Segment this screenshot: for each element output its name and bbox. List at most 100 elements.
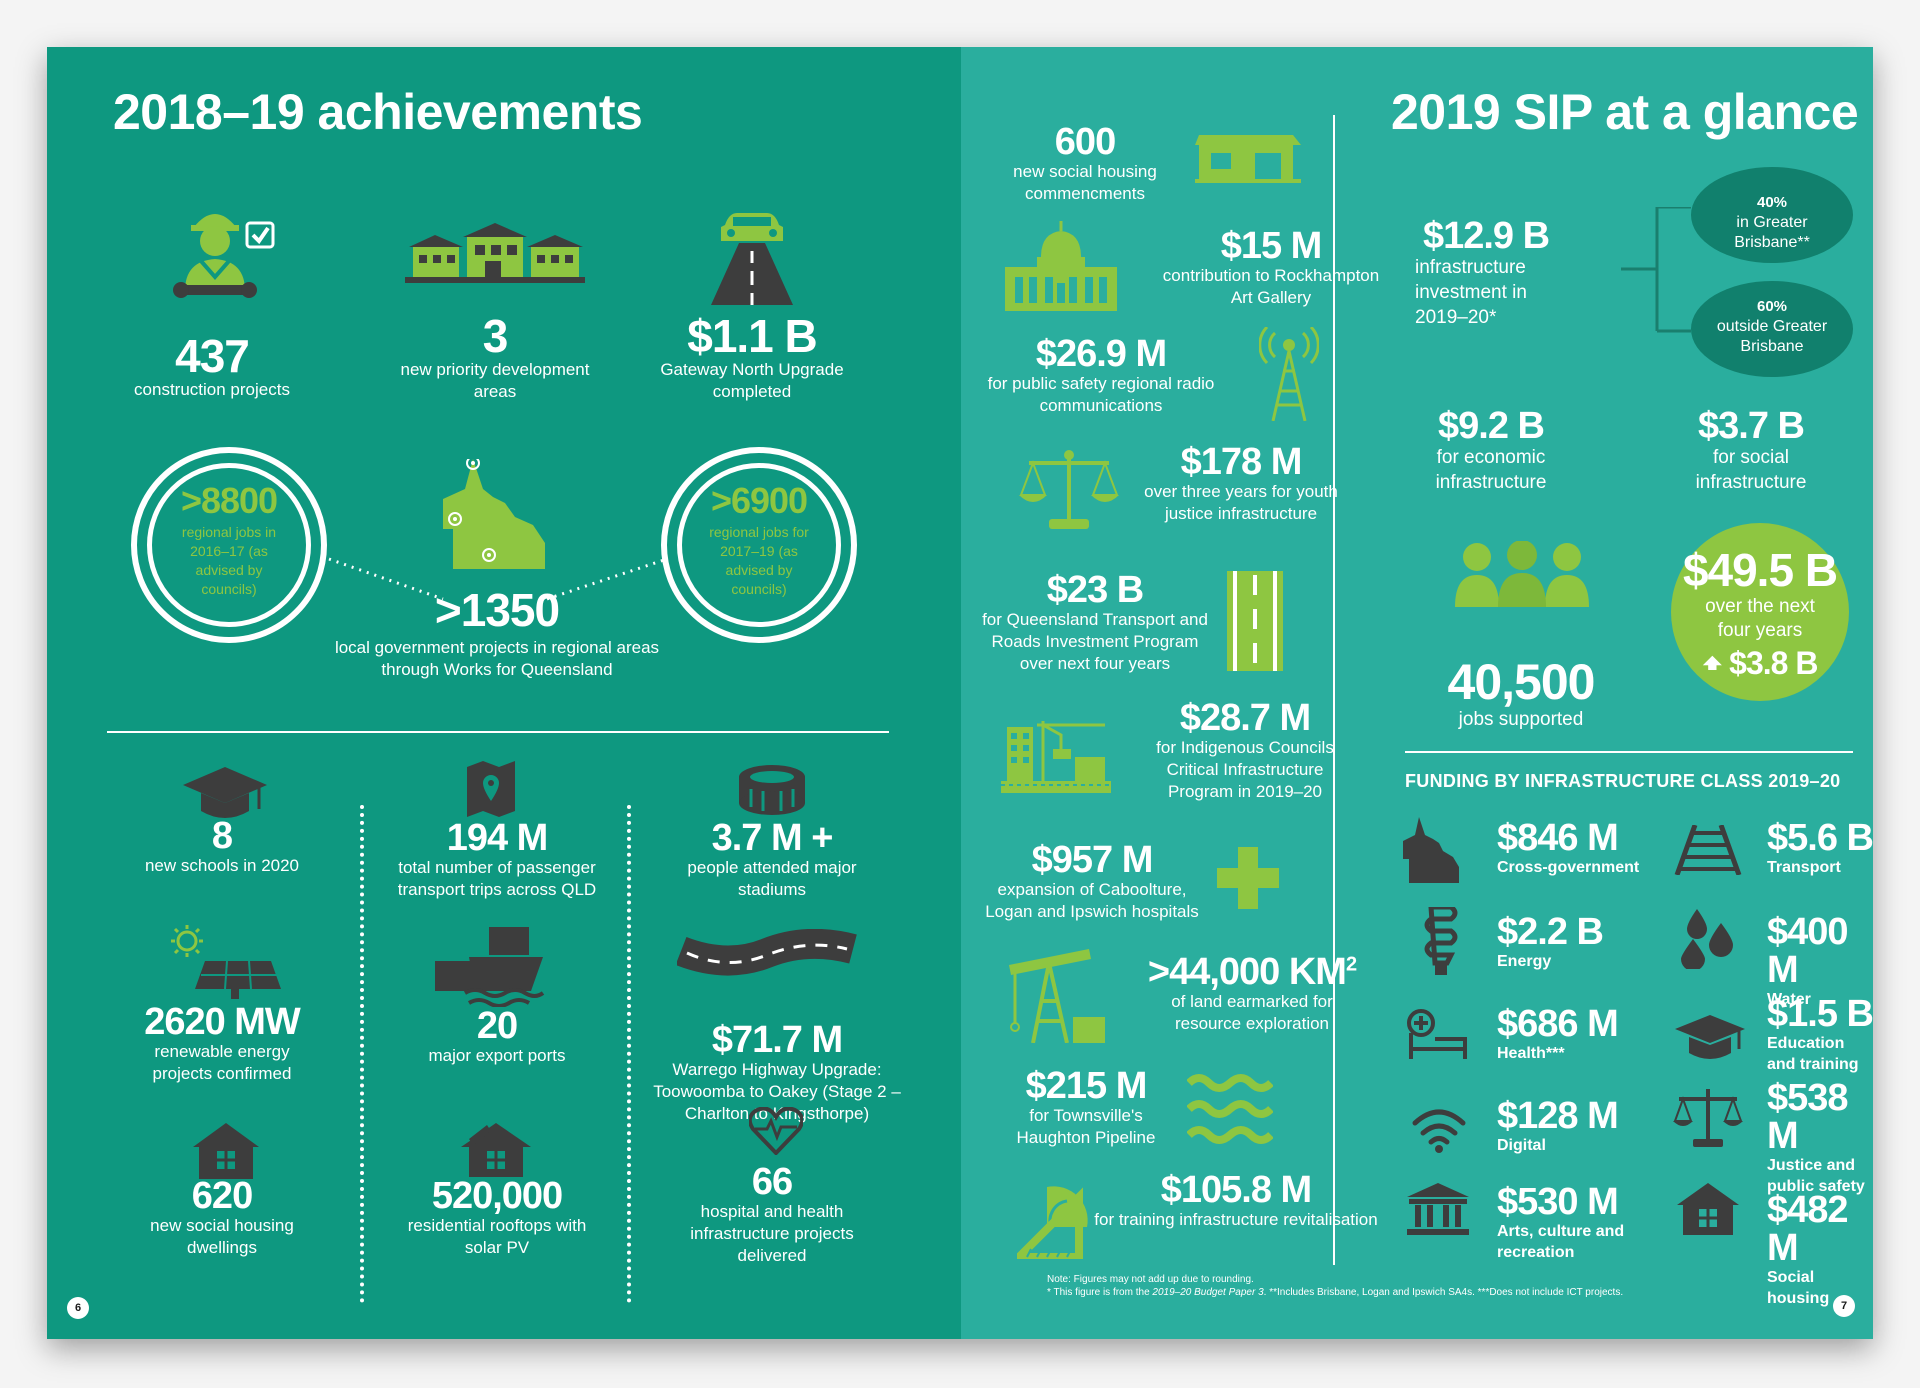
- mid-value-9: $105.8 M: [1160, 1169, 1312, 1211]
- column-divider-1: [360, 805, 364, 1303]
- funding-divider: [1405, 751, 1853, 753]
- graduation-cap-icon: [183, 765, 267, 828]
- right-page: 600 new social housing commencments $15 …: [961, 47, 1874, 1339]
- renewable-mw-value: 2620 MW: [144, 1001, 301, 1043]
- column-divider-2: [627, 805, 631, 1303]
- investment-label: infrastructure investment in 2019–20*: [1415, 257, 1527, 328]
- fund-amount-justice: $538 M: [1767, 1077, 1849, 1157]
- house-icon: [193, 1123, 259, 1184]
- fund-amount-transport: $5.6 B: [1767, 817, 1874, 859]
- mid-label-3: over three years for youth justice infra…: [1144, 482, 1338, 523]
- stat-gateway-value: $1.1 B: [687, 310, 818, 362]
- dotted-connectors: [328, 557, 668, 601]
- fund-label-health: Health***: [1497, 1045, 1565, 1062]
- glance-title: 2019 SIP at a glance: [1391, 84, 1859, 140]
- road-icon: [1227, 571, 1283, 676]
- jobs-value: 40,500: [1447, 654, 1596, 710]
- mid-label-1: contribution to Rockhampton Art Gallery: [1162, 266, 1380, 307]
- museum-icon: [1407, 1183, 1469, 1240]
- wfq-projects-label: local government projects in regional ar…: [334, 638, 660, 679]
- four-year-bubble: $49.5 B over the next four years 🠹 $3.8 …: [1671, 523, 1849, 701]
- mid-label-5: for Indigenous Councils Critical Infrast…: [1156, 738, 1334, 801]
- regional-jobs-2016-value: >8800: [180, 480, 278, 521]
- scales-icon: [1019, 447, 1119, 536]
- wifi-icon: [1411, 1107, 1467, 1158]
- footnote-sources-em: 2019–20 Budget Paper 3: [1152, 1287, 1264, 1298]
- solar-panel-icon: [165, 925, 285, 1004]
- set-square-icon: [1009, 1177, 1107, 1264]
- mid-label-8: for Townsville's Haughton Pipeline: [1016, 1106, 1156, 1147]
- warrego-value: $71.7 M: [711, 1019, 843, 1061]
- social-housing-icon: [1195, 131, 1301, 188]
- solar-house-icon: [461, 1117, 531, 1182]
- fund-label-transport: Transport: [1767, 859, 1841, 876]
- house-icon: [1677, 1183, 1739, 1240]
- mid-label-4: for Queensland Transport and Roads Inves…: [982, 610, 1208, 673]
- greater-brisbane-label: in Greater Brisbane**: [1734, 214, 1810, 251]
- section-divider: [107, 731, 889, 733]
- highway-icon: [675, 928, 857, 1004]
- fund-label-cross-government: Cross-government: [1497, 859, 1640, 876]
- new-schools-label: new schools in 2020: [144, 856, 300, 875]
- brochure-spread: 2018–19 achievements 437 construction pr…: [47, 47, 1874, 1339]
- light-bulb-icon: [1423, 904, 1459, 980]
- construction-icon: [1001, 719, 1111, 798]
- page-number-right: 7: [1833, 1295, 1855, 1317]
- mid-value-8: $215 M: [1025, 1065, 1148, 1107]
- map-pin-icon: [467, 761, 515, 822]
- houses-icon: [405, 223, 585, 290]
- left-page: 2018–19 achievements 437 construction pr…: [47, 47, 961, 1339]
- stat-pda-label: new priority development areas: [400, 360, 590, 401]
- fund-amount-digital: $128 M: [1497, 1095, 1619, 1137]
- split-bracket: [1621, 207, 1691, 333]
- jobs-label: jobs supported: [1458, 709, 1584, 730]
- fund-amount-cross-government: $846 M: [1497, 817, 1619, 859]
- mid-value-3: $178 M: [1180, 441, 1303, 483]
- queensland-map-icon: [443, 456, 553, 574]
- mid-value-6: $957 M: [1031, 839, 1154, 881]
- solar-rooftops-label: residential rooftops with solar PV: [407, 1216, 587, 1257]
- water-waves-icon: [1186, 1071, 1274, 1150]
- footnote-sources: * This figure is from the 2019–20 Budget…: [1047, 1286, 1827, 1299]
- stat-construction-value: 437: [175, 330, 250, 382]
- oil-pump-icon: [1009, 947, 1109, 1048]
- hospital-projects-value: 66: [751, 1161, 793, 1203]
- vertical-divider: [1333, 115, 1335, 1265]
- fund-label-arts: Arts, culture and recreation: [1497, 1223, 1625, 1261]
- social-value: $3.7 B: [1698, 405, 1805, 447]
- rail-track-icon: [1673, 824, 1743, 880]
- fund-amount-arts: $530 M: [1497, 1181, 1619, 1223]
- regional-jobs-2017-circle: >6900 regional jobs for 2017–19 (as advi…: [661, 447, 857, 643]
- parliament-icon: [1001, 221, 1121, 316]
- hospital-bed-icon: [1407, 1009, 1469, 1064]
- fund-label-digital: Digital: [1497, 1137, 1546, 1154]
- regional-jobs-2016-label: regional jobs in 2016–17 (as advised by …: [181, 524, 277, 597]
- fund-label-energy: Energy: [1497, 953, 1552, 970]
- mid-value-4: $23 B: [1046, 569, 1144, 611]
- greater-brisbane-pct: 40%: [1756, 194, 1788, 211]
- heartbeat-icon: [747, 1106, 805, 1160]
- water-drops-icon: [1677, 909, 1743, 974]
- stat-gateway-label: Gateway North Upgrade completed: [660, 360, 844, 401]
- four-year-increase-value: $3.8 B: [1729, 645, 1818, 681]
- stat-construction-label: construction projects: [134, 380, 290, 399]
- mid-value-0: 600: [1054, 121, 1116, 163]
- mid-value-7: >44,000 KM2: [1137, 953, 1367, 991]
- economic-value: $9.2 B: [1438, 405, 1545, 447]
- economic-label: for economic infrastructure: [1435, 447, 1547, 493]
- fund-label-education: Education and training: [1767, 1035, 1859, 1073]
- page-number-left: 6: [67, 1297, 89, 1319]
- four-year-increase: 🠹 $3.8 B: [1671, 647, 1849, 679]
- export-ports-value: 20: [476, 1005, 518, 1047]
- stat-pda-value: 3: [482, 310, 509, 362]
- graduation-cap-icon: [1675, 1015, 1745, 1066]
- export-ports-label: major export ports: [428, 1046, 566, 1065]
- stadium-icon: [737, 763, 807, 820]
- investment-value: $12.9 B: [1422, 215, 1550, 257]
- queensland-map-icon: [1403, 817, 1459, 888]
- fund-amount-water: $400 M: [1767, 911, 1849, 991]
- outside-brisbane-pct: 60%: [1756, 298, 1788, 315]
- footnote-sources-a: * This figure is from the: [1047, 1287, 1153, 1298]
- funding-heading: FUNDING BY INFRASTRUCTURE CLASS 2019–20: [1405, 771, 1841, 791]
- health-cross-icon: [1217, 847, 1279, 914]
